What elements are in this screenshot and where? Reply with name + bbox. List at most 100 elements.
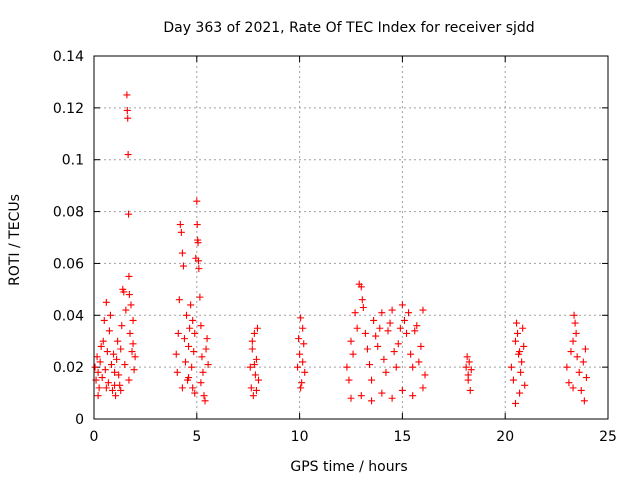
data-point (93, 353, 101, 361)
data-point (252, 386, 260, 394)
data-point (343, 363, 351, 371)
data-point (194, 257, 202, 265)
data-point (413, 322, 421, 330)
data-point (118, 322, 126, 330)
data-point (572, 329, 580, 337)
data-point (94, 368, 102, 376)
y-tick-label: 0 (75, 412, 84, 428)
data-point (384, 327, 392, 335)
data-point (415, 358, 423, 366)
data-point (370, 316, 378, 324)
data-point (298, 379, 306, 387)
data-point (575, 368, 583, 376)
data-point (368, 397, 376, 405)
data-point (95, 384, 103, 392)
data-point (357, 283, 365, 291)
axis-tick-labels: 0 5 10 15 20 25 0 0.02 0.04 0.06 0.08 0.1 0.12 0.14 (53, 49, 617, 445)
data-point (107, 361, 115, 369)
data-point (125, 210, 133, 218)
y-tick-label: 0.08 (53, 205, 84, 221)
data-point (178, 249, 186, 257)
data-point (577, 386, 585, 394)
data-point (567, 348, 575, 356)
data-point (299, 358, 307, 366)
data-point (405, 309, 413, 317)
data-point (353, 324, 361, 332)
data-points (91, 91, 590, 407)
data-point (246, 363, 254, 371)
data-point (388, 306, 396, 314)
data-point (123, 91, 131, 99)
data-point (511, 399, 519, 407)
x-tick-label: 20 (496, 429, 514, 445)
data-point (294, 363, 302, 371)
data-point (197, 379, 205, 387)
data-point (347, 394, 355, 402)
data-point (197, 322, 205, 330)
data-point (374, 342, 382, 350)
data-point (113, 355, 121, 363)
data-point (126, 329, 134, 337)
x-tick-label: 5 (192, 429, 201, 445)
data-point (368, 376, 376, 384)
data-point (390, 348, 398, 356)
data-point (419, 384, 427, 392)
data-point (565, 379, 573, 387)
data-point (102, 384, 110, 392)
data-point (507, 363, 515, 371)
data-point (198, 353, 206, 361)
data-point (185, 342, 193, 350)
chart-title: Day 363 of 2021, Rate Of TEC Index for r… (163, 20, 534, 36)
x-tick-label: 0 (90, 429, 99, 445)
data-point (120, 288, 128, 296)
data-point (295, 335, 303, 343)
data-point (392, 363, 400, 371)
data-point (124, 151, 132, 159)
data-point (388, 394, 396, 402)
data-point (464, 371, 472, 379)
data-point (299, 324, 307, 332)
data-point (128, 348, 136, 356)
data-point (175, 296, 183, 304)
data-point (571, 319, 579, 327)
data-point (123, 106, 131, 114)
data-point (180, 335, 188, 343)
data-point (98, 374, 106, 382)
data-point (121, 361, 129, 369)
data-point (519, 324, 527, 332)
data-point (516, 348, 524, 356)
data-point (102, 298, 110, 306)
y-tick-label: 0.04 (53, 308, 84, 324)
data-point (100, 316, 108, 324)
data-point (99, 337, 107, 345)
data-point (421, 371, 429, 379)
data-point (467, 366, 475, 374)
data-point (409, 363, 417, 371)
data-point (106, 311, 114, 319)
data-point (124, 114, 132, 122)
axis-ticks (93, 55, 609, 420)
data-point (570, 311, 578, 319)
data-point (91, 363, 99, 371)
data-point (351, 309, 359, 317)
data-point (105, 327, 113, 335)
data-point (191, 389, 199, 397)
data-point (254, 376, 262, 384)
data-point (117, 345, 125, 353)
data-point (396, 324, 404, 332)
data-point (462, 363, 470, 371)
data-point (513, 319, 521, 327)
data-point (249, 392, 257, 400)
data-point (398, 301, 406, 309)
data-point (177, 228, 185, 236)
data-point (465, 358, 473, 366)
data-point (363, 345, 371, 353)
data-point (398, 386, 406, 394)
data-point (297, 314, 305, 322)
data-point (347, 337, 355, 345)
data-point (300, 340, 308, 348)
data-point (573, 353, 581, 361)
data-point (183, 311, 191, 319)
y-tick-label: 0.12 (53, 101, 84, 117)
